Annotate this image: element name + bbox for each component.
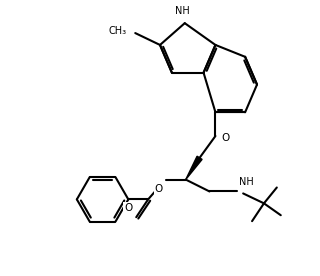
Text: O: O bbox=[124, 203, 132, 213]
Text: O: O bbox=[155, 184, 163, 193]
Text: NH: NH bbox=[175, 6, 190, 16]
Text: NH: NH bbox=[239, 177, 254, 187]
Text: O: O bbox=[221, 133, 230, 143]
Text: CH₃: CH₃ bbox=[108, 26, 126, 36]
Polygon shape bbox=[186, 156, 202, 180]
